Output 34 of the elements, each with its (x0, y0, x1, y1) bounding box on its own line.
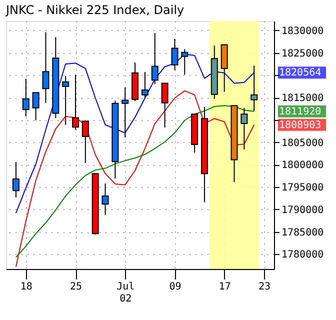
candlestick (240, 107, 248, 150)
candlestick (32, 92, 40, 121)
y-tick-label: 1815000 (282, 93, 324, 104)
x-tick-label: 18 (20, 282, 32, 292)
text: 1808903 (279, 120, 322, 131)
y-tick-label: 1785000 (282, 227, 324, 238)
candlestick (151, 32, 158, 85)
candlestick (122, 86, 129, 138)
text: 1811920 (279, 106, 322, 118)
candlestick (250, 65, 258, 112)
y-tick-label: 1830000 (282, 26, 324, 37)
x-tick-label: 17 (218, 282, 231, 292)
x-tick-label: 23 (258, 282, 271, 292)
x-tick-label: Jul 02 (116, 282, 135, 304)
text: 1820564 (279, 68, 322, 79)
candlestick (22, 78, 30, 117)
candlestick (171, 38, 178, 71)
candlestick (12, 162, 20, 198)
candlestick (220, 44, 228, 92)
candlestick (62, 76, 70, 126)
y-tick-label: 1795000 (282, 182, 324, 194)
chart-title: JNKC - Nikkei 225 Index, Daily (5, 3, 184, 17)
x-tick-label: 09 (169, 282, 182, 292)
y-tick-label: 1790000 (282, 204, 324, 216)
candlestick (141, 72, 148, 98)
x-tick-label: 25 (70, 282, 82, 292)
candlestick (181, 48, 188, 76)
candlestick (102, 183, 109, 216)
y-tick-label: 1805000 (282, 138, 324, 149)
y-tick-label: 1780000 (282, 250, 324, 261)
candlestick (82, 120, 89, 164)
y-tick-label: 1825000 (282, 48, 324, 60)
candlestick (42, 32, 50, 104)
y-tick-label: 1800000 (282, 160, 324, 172)
